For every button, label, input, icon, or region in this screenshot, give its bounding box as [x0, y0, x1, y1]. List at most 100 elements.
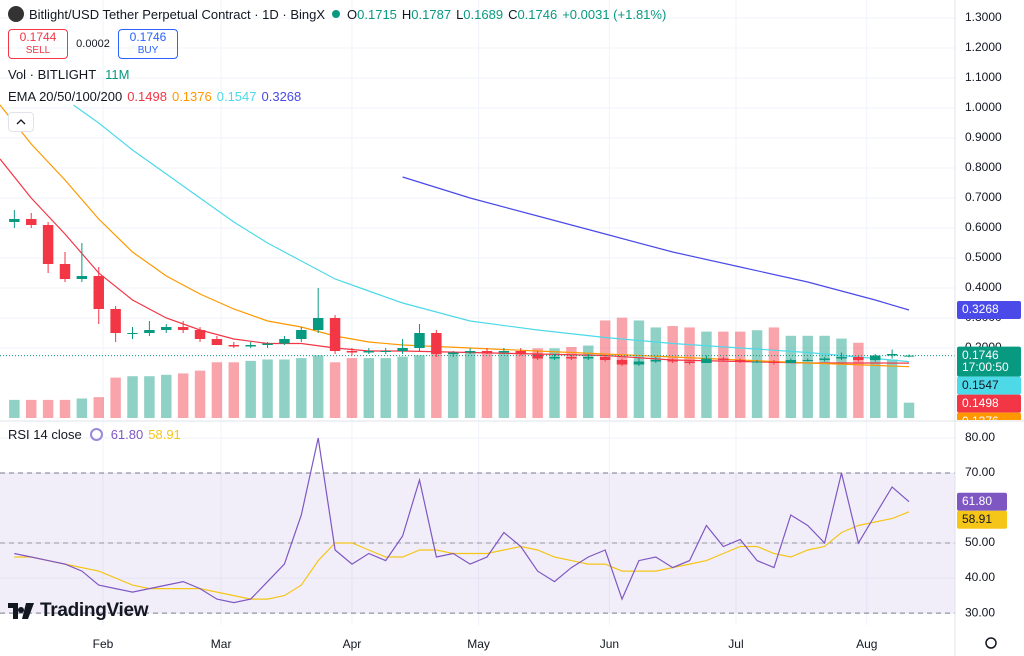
- volume-bar: [329, 362, 341, 418]
- candle-body: [59, 264, 71, 279]
- volume-bar: [228, 362, 240, 418]
- volume-bar: [42, 399, 54, 418]
- price-tag-label: 17:00:50: [962, 360, 1009, 374]
- x-tick-label: May: [467, 637, 490, 651]
- price-tag-label: 0.1746: [962, 348, 999, 362]
- candle-body: [616, 360, 628, 365]
- volume-bar: [549, 348, 560, 418]
- y-tick-label: 0.7000: [965, 190, 1002, 204]
- candle-body: [549, 357, 560, 359]
- candle-body: [380, 351, 391, 352]
- volume-bar: [262, 359, 273, 418]
- volume-bar: [448, 352, 459, 418]
- settings-icon[interactable]: [985, 637, 997, 649]
- x-tick-label: Jun: [600, 637, 619, 651]
- y-tick-label: 0.9000: [965, 130, 1002, 144]
- y-tick-label: 0.5000: [965, 250, 1002, 264]
- ema-value: 0.1547: [216, 89, 257, 104]
- rsi-value: 61.80: [110, 427, 144, 442]
- volume-bar: [599, 320, 611, 418]
- candle-body: [42, 225, 54, 264]
- volume-bar: [194, 370, 206, 418]
- rsi-line: [14, 437, 910, 604]
- sell-button[interactable]: 0.1744 SELL: [8, 29, 68, 59]
- rsi-tag-label: 61.80: [962, 494, 992, 508]
- price-tag-label: 0.1376: [962, 414, 999, 428]
- sell-price: 0.1744: [19, 30, 57, 44]
- candle-body: [296, 330, 307, 339]
- candle-body: [312, 318, 324, 330]
- collapse-button[interactable]: [8, 112, 34, 132]
- y-tick-label: 1.2000: [965, 40, 1002, 54]
- candle-body: [650, 360, 662, 362]
- candle-body: [853, 357, 864, 360]
- ema-legend: EMA 20/50/100/200 0.1498 0.1376 0.1547 0.32…: [8, 89, 301, 104]
- candle-body: [515, 351, 526, 354]
- volume-bar: [836, 338, 847, 418]
- candle-body: [414, 333, 425, 348]
- candle-body: [448, 352, 459, 354]
- ema-value: 0.3268: [261, 89, 302, 104]
- volume-bar: [802, 335, 813, 418]
- rsi-value: 58.91: [148, 427, 181, 442]
- candle-body: [262, 343, 273, 345]
- ohlc-value: 0.1715: [357, 6, 397, 22]
- ema-line: [73, 104, 910, 363]
- volume-bar: [296, 358, 307, 418]
- tradingview-logo: TradingView: [8, 600, 149, 622]
- candle-body: [245, 345, 256, 347]
- y-tick-label: 1.3000: [965, 10, 1002, 24]
- price-tag: [957, 300, 1021, 319]
- y-tick-label: 0.4000: [965, 280, 1002, 294]
- volume-bar: [363, 358, 375, 418]
- ohlc-value: 0.1787: [411, 6, 452, 22]
- candle-body: [177, 327, 189, 330]
- candle-body: [329, 318, 341, 351]
- price-tag-label: 0.3268: [962, 302, 999, 316]
- volume-bar: [346, 358, 358, 418]
- rsi-tag: [957, 510, 1007, 529]
- ema-value: 0.1376: [171, 89, 212, 104]
- price-tag: [957, 376, 1021, 395]
- y-tick-label: 1.1000: [965, 70, 1002, 84]
- volume-bar: [211, 362, 223, 418]
- volume-bar: [870, 358, 881, 418]
- candle-body: [211, 339, 223, 345]
- volume-bar: [616, 317, 628, 418]
- x-tick-label: Aug: [856, 637, 877, 651]
- change: +0.0031 (+1.81%): [562, 6, 667, 22]
- volume-bar: [886, 359, 898, 418]
- candle-body: [76, 276, 88, 279]
- candle-body: [870, 355, 881, 360]
- x-tick-label: Feb: [93, 637, 114, 651]
- ohlc-label: H: [401, 6, 412, 22]
- price-tag-label: 0.1547: [962, 378, 999, 392]
- price-tag-label: 0.1498: [962, 396, 999, 410]
- candle-body: [819, 358, 830, 360]
- volume-bar: [650, 327, 662, 418]
- spread: 0.0002: [76, 38, 110, 50]
- ema-line: [402, 176, 910, 311]
- candle-body: [718, 358, 729, 360]
- candle-body: [684, 361, 695, 363]
- y-tick-label: 0.8000: [965, 160, 1002, 174]
- x-tick-label: Jul: [728, 637, 743, 651]
- y-tick-label: 50.00: [965, 535, 995, 549]
- candle-body: [25, 219, 37, 225]
- volume-value: 11M: [105, 67, 130, 82]
- volume-bar: [59, 399, 71, 418]
- candle-body: [701, 358, 712, 363]
- y-tick-label: 30.00: [965, 605, 995, 619]
- buy-button[interactable]: 0.1746 BUY: [118, 29, 178, 59]
- rsi-tag-label: 58.91: [962, 512, 992, 526]
- y-tick-label: 80.00: [965, 430, 995, 444]
- x-tick-label: Mar: [211, 637, 232, 651]
- candle-body: [734, 360, 746, 362]
- candle-body: [785, 360, 797, 363]
- candle-body: [667, 360, 678, 362]
- volume-bar: [161, 374, 172, 418]
- candle-body: [802, 360, 813, 361]
- volume-bar: [9, 399, 20, 418]
- y-tick-label: 70.00: [965, 465, 995, 479]
